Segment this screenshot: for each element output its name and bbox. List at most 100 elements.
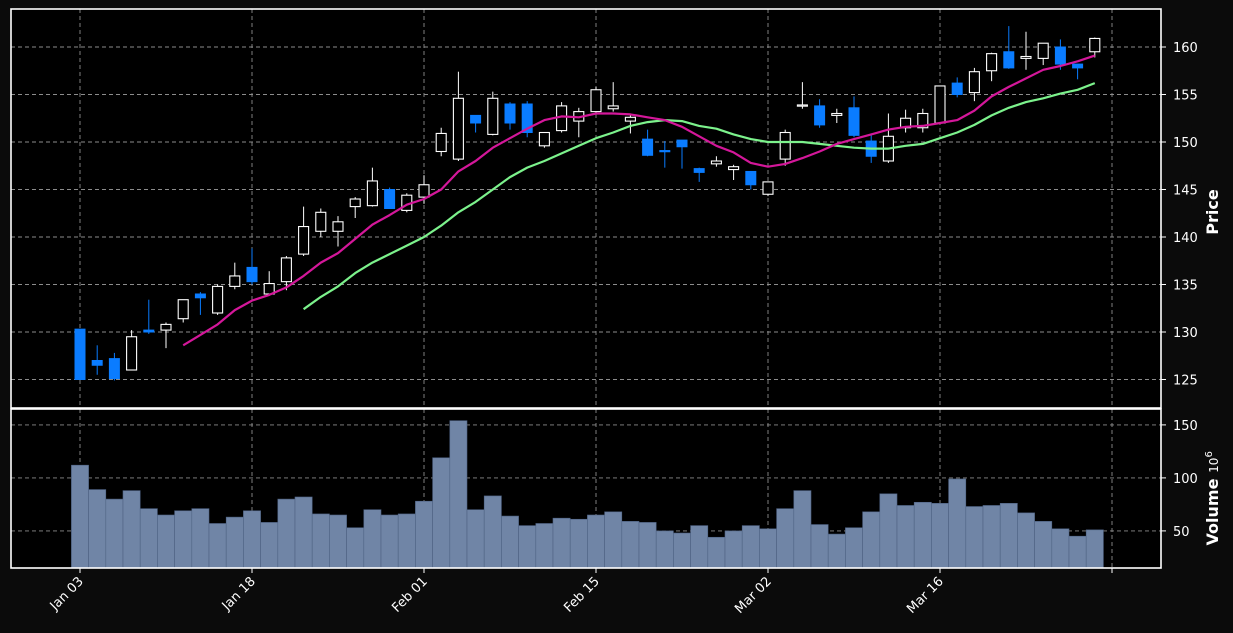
candle-body-up	[968, 71, 980, 94]
candle-body-up	[728, 166, 740, 171]
candle-body-up	[624, 116, 636, 122]
volume-bar	[621, 521, 640, 569]
volume-bar	[346, 527, 365, 569]
price-tick-label: 145	[1173, 184, 1198, 199]
volume-bar	[122, 490, 141, 569]
volume-bar	[277, 498, 296, 569]
volume-bar	[879, 493, 898, 569]
volume-bar	[707, 536, 726, 569]
candle-body-up	[212, 285, 224, 314]
volume-bar	[655, 530, 674, 569]
volume-bar	[999, 503, 1018, 569]
volume-bar	[724, 530, 743, 569]
candle-body-down	[143, 329, 155, 333]
candle-body-down	[470, 114, 482, 124]
volume-bar	[638, 522, 657, 569]
candle-body-up	[831, 112, 843, 116]
candles	[74, 26, 1101, 381]
candle-body-down	[504, 103, 516, 124]
candle-body-down	[91, 360, 103, 366]
candle-body-up	[538, 131, 550, 147]
volume-bar	[397, 513, 416, 569]
volume-bar	[793, 490, 812, 569]
volume-bar	[845, 527, 863, 569]
volume-bar	[88, 489, 107, 569]
candle-body-down	[745, 170, 757, 186]
moving-averages	[182, 54, 1096, 347]
volume-bar	[260, 522, 279, 569]
volume-bar	[415, 500, 433, 569]
volume-bar	[191, 508, 210, 569]
price-tick-label: 125	[1173, 374, 1198, 389]
volume-bar	[311, 513, 330, 569]
candle-body-up	[452, 97, 464, 160]
candle-body-down	[951, 82, 963, 95]
candle-body-up	[126, 336, 138, 371]
candle-body-up	[177, 299, 189, 320]
volume-bar	[294, 496, 313, 569]
candle-body-down	[1003, 51, 1015, 69]
volume-bar	[982, 505, 1001, 569]
price-tick-label: 135	[1173, 279, 1198, 294]
candle-body-down	[108, 358, 120, 380]
candle-body-up	[160, 323, 172, 331]
candle-body-down	[384, 189, 396, 209]
volume-bars	[71, 420, 1104, 569]
volume-bar	[948, 478, 967, 569]
volume-bar	[896, 505, 915, 569]
volume-panel-frame	[10, 408, 1162, 569]
volume-bar	[157, 514, 175, 569]
volume-bar	[913, 501, 932, 569]
price-tick-label: 130	[1173, 326, 1198, 341]
volume-bar	[174, 510, 193, 569]
candle-body-down	[1054, 46, 1066, 65]
candle-body-up	[349, 198, 361, 208]
candle-body-up	[779, 131, 791, 160]
candle-body-down	[521, 103, 533, 133]
candle-body-up	[796, 104, 808, 107]
volume-bar	[535, 523, 554, 569]
candle-body-down	[642, 138, 654, 156]
volume-bar	[139, 508, 158, 569]
volume-bar	[363, 509, 382, 569]
candle-body-down	[1072, 63, 1084, 69]
volume-bar	[1051, 528, 1070, 569]
volume-bar	[243, 510, 261, 569]
price-panel-frame	[10, 8, 1162, 409]
volume-bar	[587, 514, 605, 569]
candle-body-up	[298, 226, 310, 255]
price-tick-label: 150	[1173, 136, 1198, 151]
moving-average-short-line	[182, 54, 1096, 347]
candle-body-down	[194, 293, 206, 299]
candle-body-up	[1020, 55, 1032, 59]
volume-bar	[329, 514, 347, 569]
volume-bar	[208, 523, 227, 569]
candle-body-up	[487, 97, 499, 135]
volume-bar	[432, 457, 451, 569]
volume-tick-label: 100	[1173, 472, 1198, 487]
candle-body-down	[246, 266, 258, 283]
candle-body-up	[710, 160, 722, 165]
volume-bar	[569, 518, 588, 569]
candle-body-up	[762, 181, 774, 195]
volume-bar	[965, 506, 984, 569]
candle-body-down	[676, 139, 688, 148]
volume-bar	[552, 517, 571, 569]
candle-body-down	[659, 150, 671, 153]
volume-bar	[776, 508, 795, 569]
volume-bar	[862, 511, 881, 569]
volume-bar	[810, 524, 829, 569]
volume-bar	[380, 514, 399, 569]
volume-bar	[1017, 512, 1035, 569]
candle-body-up	[366, 180, 378, 207]
grid-lines	[11, 9, 1161, 568]
candle-body-down	[814, 105, 826, 126]
candle-body-up	[435, 132, 447, 153]
volume-bar	[483, 495, 502, 569]
volume-bar	[690, 525, 709, 569]
volume-bar	[466, 509, 485, 569]
volume-bar	[1068, 535, 1087, 569]
candle-body-up	[315, 211, 327, 232]
candle-body-up	[934, 85, 946, 124]
